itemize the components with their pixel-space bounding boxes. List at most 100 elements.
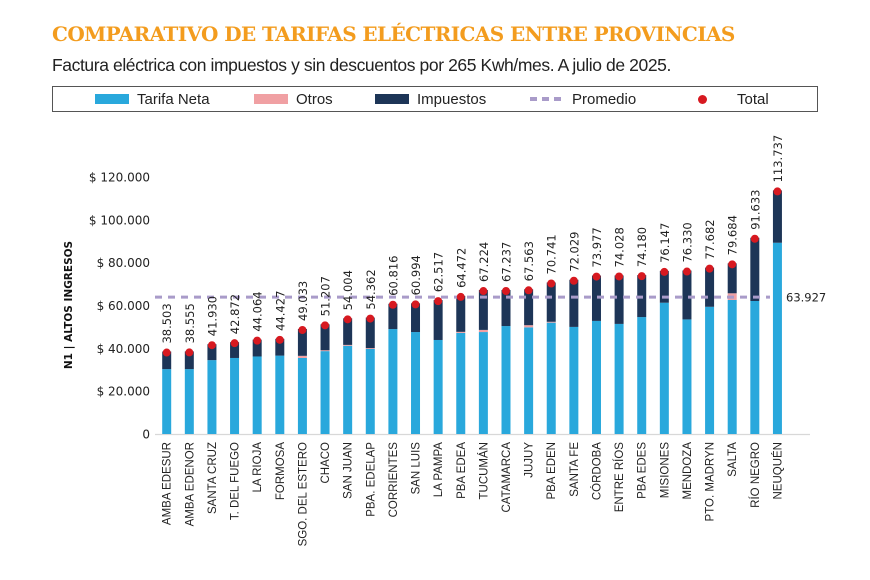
bar-stack — [252, 339, 262, 434]
total-dot — [502, 287, 510, 296]
total-dot — [682, 267, 691, 276]
bar-segment-impuestos — [365, 317, 375, 349]
total-dot — [162, 348, 171, 357]
bar-segment-impuestos — [501, 290, 511, 327]
bar-stack — [524, 289, 534, 434]
bar-segment-impuestos — [320, 324, 330, 351]
bar-segment-tarifa-neta — [637, 317, 647, 434]
total-dot — [592, 272, 601, 281]
x-tick-label: CÓRDOBA — [590, 442, 603, 500]
bar-segment-tarifa-neta — [727, 299, 737, 434]
bar-segment-impuestos — [456, 295, 466, 332]
x-tick-label: SAN JUAN — [343, 442, 355, 499]
bar-segment-impuestos — [162, 351, 172, 370]
total-labels: 38.503 38.555 41.930 42.872 44.064 44.427 49.0… — [160, 135, 785, 344]
total-value-label: 44.064 — [251, 291, 265, 331]
total-value-label: 44.427 — [273, 291, 287, 331]
total-dot — [185, 348, 194, 357]
x-tick-label: NEUQUÉN — [771, 442, 784, 500]
red-dot-icon — [698, 94, 707, 104]
y-tick-label: $ 120.000 — [89, 171, 150, 185]
bar-segment-tarifa-neta — [343, 345, 353, 434]
total-value-label: 60.816 — [386, 256, 400, 296]
x-tick-label: SALTA — [727, 442, 739, 477]
bar-stack — [411, 303, 421, 434]
bar-stack — [682, 270, 692, 434]
total-dot — [547, 279, 556, 288]
bar-segment-tarifa-neta — [411, 332, 421, 434]
legend-label: Promedio — [572, 90, 637, 108]
total-value-label: 67.237 — [500, 242, 514, 282]
x-tick-label: PBA EDEA — [456, 442, 468, 499]
bar-segment-impuestos — [297, 328, 307, 356]
x-tick-label: PBA EDEN — [546, 442, 558, 500]
bar-segment-impuestos — [591, 275, 601, 321]
bar-stack — [727, 263, 737, 434]
bar-stack — [388, 303, 398, 434]
total-value-label: 79.684 — [726, 215, 740, 255]
average-line-group: 63.927 — [155, 291, 826, 305]
legend-swatch-impuestos — [375, 94, 409, 104]
total-value-label: 60.994 — [409, 255, 423, 295]
bar-segment-tarifa-neta — [750, 301, 760, 434]
total-dot — [456, 292, 465, 301]
bar-segment-impuestos — [230, 342, 240, 358]
bar-segment-tarifa-neta — [230, 357, 240, 434]
total-value-label: 49.033 — [296, 281, 310, 321]
bar-segment-tarifa-neta — [705, 306, 715, 434]
x-axis-labels: AMBA EDESUR AMBA EDENOR SANTA CRUZ T. DEL F… — [162, 442, 785, 547]
bar-segment-tarifa-neta — [207, 360, 217, 434]
total-value-label: 41.930 — [205, 296, 219, 336]
x-tick-label: PTO. MADRYN — [705, 442, 717, 521]
y-tick-label: $ 80.000 — [97, 256, 150, 270]
bar-segment-tarifa-neta — [433, 339, 443, 434]
x-tick-label: MENDOZA — [682, 442, 694, 500]
total-value-label: 38.503 — [160, 303, 174, 343]
x-tick-label: PBA. EDELAP — [365, 442, 377, 517]
y-tick-label: 0 — [142, 428, 150, 442]
total-value-label: 72.029 — [567, 231, 581, 271]
bar-segment-otros — [365, 348, 375, 349]
total-value-label: 76.330 — [680, 222, 694, 262]
bar-segment-tarifa-neta — [772, 242, 782, 434]
legend-item-impuestos: Impuestos — [375, 87, 486, 111]
total-dot — [275, 335, 284, 344]
legend-label: Total — [737, 90, 769, 108]
bar-segment-tarifa-neta — [524, 327, 534, 434]
average-value-label: 63.927 — [786, 291, 826, 305]
bar-segment-tarifa-neta — [501, 326, 511, 434]
x-tick-label: SAN LUIS — [411, 442, 423, 495]
total-dot — [366, 314, 375, 323]
bar-segment-tarifa-neta — [478, 332, 488, 434]
bar-segment-tarifa-neta — [184, 369, 194, 434]
bar-segment-impuestos — [275, 338, 285, 356]
x-tick-label: CHACO — [320, 442, 332, 484]
total-dot — [434, 297, 443, 306]
bar-segment-tarifa-neta — [456, 332, 466, 434]
total-dot — [253, 336, 262, 345]
total-value-label: 42.872 — [228, 294, 242, 334]
bar-segment-impuestos — [478, 290, 488, 330]
y-tick-label: $ 20.000 — [97, 385, 150, 399]
total-value-label: 51.207 — [319, 276, 333, 316]
x-tick-label: MISIONES — [659, 442, 671, 499]
bar-stack — [343, 318, 353, 434]
bar-stack — [637, 275, 647, 434]
bar-segment-otros — [546, 321, 556, 323]
bar-stack — [772, 190, 782, 434]
bar-segment-impuestos — [705, 267, 715, 307]
total-value-label: 67.563 — [522, 241, 536, 281]
bar-segment-impuestos — [343, 318, 353, 345]
total-value-label: 54.004 — [341, 270, 355, 310]
bar-segment-tarifa-neta — [320, 351, 330, 434]
bar-segment-otros — [320, 350, 330, 352]
total-dot — [660, 267, 669, 276]
bar-segment-tarifa-neta — [682, 319, 692, 434]
total-value-label: 74.180 — [635, 227, 649, 267]
x-tick-label: SANTA FE — [569, 442, 581, 497]
x-tick-label: TUCUMÁN — [477, 442, 490, 500]
x-tick-label: JUJUY — [524, 442, 536, 478]
total-value-label: 76.147 — [658, 223, 672, 263]
total-dot — [773, 187, 782, 196]
total-dot — [388, 300, 397, 309]
